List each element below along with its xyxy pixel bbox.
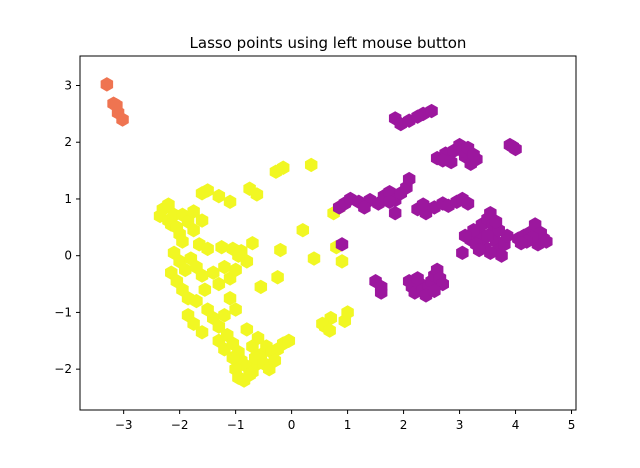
- data-point: [226, 350, 240, 366]
- data-point: [481, 228, 494, 244]
- x-tick-label: 2: [400, 418, 408, 432]
- data-point: [425, 103, 438, 119]
- data-point: [162, 197, 175, 212]
- data-point: [341, 305, 354, 320]
- data-point: [176, 234, 189, 249]
- data-point: [246, 236, 259, 251]
- data-point: [116, 112, 129, 127]
- data-point: [251, 330, 265, 346]
- data-point: [218, 259, 231, 275]
- data-point: [190, 293, 203, 309]
- data-point: [268, 353, 282, 368]
- data-point: [335, 254, 349, 269]
- data-point: [374, 285, 388, 300]
- data-point: [250, 187, 264, 202]
- data-point: [428, 283, 441, 299]
- data-point: [467, 147, 480, 162]
- data-point: [383, 194, 396, 209]
- data-point: [254, 279, 268, 295]
- data-point: [411, 109, 424, 124]
- data-point: [232, 248, 245, 263]
- data-point: [100, 77, 114, 92]
- y-tick-label: 1: [64, 192, 72, 206]
- data-point: [495, 248, 508, 263]
- data-point: [276, 160, 290, 175]
- x-tick-label: −3: [115, 418, 133, 432]
- x-tick-label: −1: [227, 418, 245, 432]
- x-tick-label: −2: [171, 418, 189, 432]
- data-point: [201, 241, 214, 257]
- y-tick-label: 3: [64, 79, 72, 93]
- data-point: [195, 268, 209, 283]
- data-point: [229, 262, 242, 278]
- data-point: [436, 153, 449, 168]
- data-point: [274, 242, 287, 258]
- data-point: [358, 200, 371, 215]
- data-point: [195, 325, 209, 340]
- data-point: [179, 262, 192, 278]
- data-point: [540, 234, 553, 249]
- data-point: [335, 237, 349, 252]
- y-tick-label: −1: [54, 305, 72, 319]
- data-point: [416, 197, 430, 212]
- point-series: [332, 103, 553, 303]
- data-point: [402, 171, 416, 187]
- data-point: [456, 245, 469, 261]
- data-point: [212, 276, 226, 292]
- data-point: [229, 302, 242, 317]
- data-point: [187, 222, 200, 238]
- chart-title: Lasso points using left mouse button: [190, 34, 467, 52]
- data-point: [187, 316, 200, 331]
- y-tick-label: 0: [64, 249, 72, 263]
- data-point: [296, 222, 310, 238]
- x-tick-label: 0: [288, 418, 296, 432]
- data-point: [240, 322, 254, 337]
- data-point: [282, 333, 296, 348]
- point-series: [100, 77, 129, 127]
- data-point: [472, 242, 486, 258]
- data-point: [223, 194, 237, 209]
- x-tick-label: 3: [456, 418, 464, 432]
- data-point: [215, 239, 228, 255]
- y-tick-label: 2: [64, 135, 72, 149]
- y-axis-ticks: −2 −1 0 1 2 3: [54, 79, 80, 376]
- data-point: [411, 271, 424, 286]
- data-point: [212, 319, 226, 334]
- point-series: [153, 157, 354, 388]
- data-point: [514, 236, 528, 251]
- data-point: [388, 205, 402, 221]
- data-point: [198, 282, 212, 297]
- data-point: [187, 204, 200, 219]
- data-point: [484, 245, 497, 261]
- data-point: [307, 251, 321, 266]
- data-point: [323, 323, 336, 338]
- data-point: [271, 270, 284, 285]
- points-layer: [100, 77, 553, 388]
- data-point: [201, 183, 214, 198]
- y-tick-label: −2: [54, 362, 72, 376]
- data-point: [223, 291, 237, 306]
- data-point: [218, 308, 231, 323]
- x-axis-ticks: −3 −2 −1 0 1 2 3 4 5: [115, 410, 576, 432]
- data-point: [458, 228, 472, 244]
- plot-frame: [79, 55, 577, 411]
- axes-frame: [79, 55, 577, 411]
- x-tick-label: 5: [568, 418, 576, 432]
- data-point: [304, 157, 318, 173]
- data-point: [212, 188, 226, 204]
- data-point: [461, 196, 475, 211]
- data-point: [489, 214, 503, 229]
- x-tick-label: 1: [344, 418, 352, 432]
- data-point: [506, 139, 519, 154]
- data-point: [195, 213, 209, 228]
- data-point: [243, 367, 256, 383]
- x-tick-label: 4: [512, 418, 520, 432]
- data-point: [207, 265, 220, 280]
